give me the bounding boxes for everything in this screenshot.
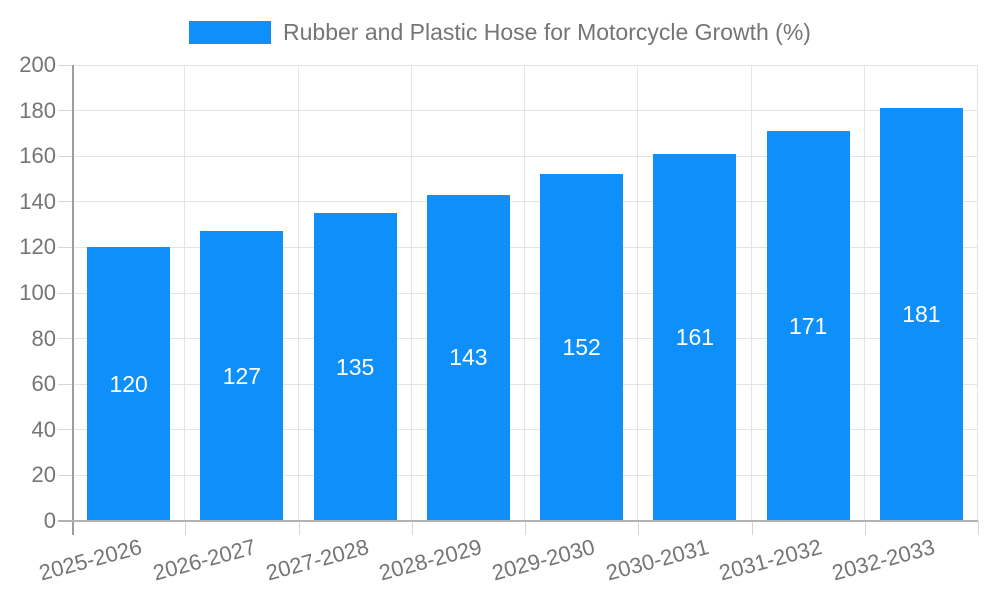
x-gridline bbox=[524, 65, 525, 521]
bar-value-label: 135 bbox=[335, 353, 375, 380]
y-axis-label: 100 bbox=[19, 280, 56, 305]
x-tick bbox=[411, 521, 413, 535]
y-tick bbox=[58, 64, 72, 66]
y-gridline bbox=[72, 155, 978, 157]
y-axis-label: 160 bbox=[19, 143, 56, 169]
bar-value-label: 181 bbox=[902, 301, 941, 328]
bar-value-label: 152 bbox=[562, 334, 601, 361]
x-axis-label: 2027-2028 bbox=[263, 534, 372, 586]
x-axis-label: 2026-2027 bbox=[149, 534, 259, 586]
x-axis-label: 2028-2029 bbox=[376, 534, 485, 586]
y-axis-label: 40 bbox=[31, 416, 56, 442]
y-gridline bbox=[72, 246, 978, 248]
x-axis-label: 2032-2033 bbox=[829, 534, 938, 586]
x-gridline bbox=[750, 65, 752, 521]
bar-2031-2032[interactable]: 171 bbox=[766, 131, 850, 521]
y-axis-label: 60 bbox=[31, 371, 56, 397]
x-axis-line bbox=[58, 520, 978, 522]
y-tick bbox=[58, 246, 72, 248]
x-gridline bbox=[297, 65, 299, 521]
bar-2025-2026[interactable]: 120 bbox=[87, 247, 171, 521]
bar-value-label: 161 bbox=[675, 323, 715, 350]
y-tick bbox=[58, 474, 72, 476]
x-gridline bbox=[977, 65, 978, 521]
y-gridline bbox=[72, 429, 978, 431]
y-gridline bbox=[72, 64, 978, 66]
x-tick bbox=[185, 521, 187, 535]
y-tick bbox=[58, 110, 72, 112]
x-axis-label: 2031-2032 bbox=[716, 534, 825, 586]
legend: Rubber and Plastic Hose for Motorcycle G… bbox=[0, 19, 1000, 45]
x-gridline bbox=[637, 65, 639, 521]
y-gridline bbox=[72, 110, 978, 112]
bar-2028-2029[interactable]: 143 bbox=[426, 194, 510, 521]
y-gridline bbox=[72, 338, 978, 340]
bar-value-label: 143 bbox=[449, 344, 488, 371]
bar-2027-2028[interactable]: 135 bbox=[313, 213, 397, 521]
x-axis-label: 2025-2026 bbox=[36, 534, 145, 586]
x-gridline bbox=[410, 65, 412, 521]
y-axis-label: 120 bbox=[19, 234, 56, 260]
y-axis-label: 180 bbox=[19, 97, 56, 123]
y-tick bbox=[58, 292, 72, 294]
y-tick bbox=[58, 338, 72, 340]
bar-2032-2033[interactable]: 181 bbox=[879, 108, 963, 521]
legend-swatch bbox=[189, 20, 272, 44]
x-axis-label: 2030-2031 bbox=[602, 534, 712, 586]
bar-value-label: 127 bbox=[222, 362, 262, 389]
y-axis-label: 140 bbox=[19, 188, 56, 214]
bar-2030-2031[interactable]: 161 bbox=[653, 153, 737, 521]
y-gridline bbox=[72, 292, 978, 294]
x-axis-label: 2029-2030 bbox=[489, 534, 598, 586]
x-tick bbox=[525, 521, 526, 535]
y-tick bbox=[58, 383, 72, 385]
bar-value-label: 120 bbox=[109, 370, 148, 397]
y-gridline bbox=[72, 383, 978, 385]
y-tick bbox=[58, 429, 72, 431]
y-axis-label: 0 bbox=[43, 508, 56, 533]
legend-item[interactable]: Rubber and Plastic Hose for Motorcycle G… bbox=[189, 19, 811, 45]
x-gridline bbox=[863, 65, 865, 521]
y-tick bbox=[58, 201, 72, 203]
x-tick bbox=[978, 521, 979, 535]
y-axis-line bbox=[72, 65, 74, 535]
bar-2029-2030[interactable]: 152 bbox=[540, 174, 624, 521]
y-axis-label: 200 bbox=[19, 52, 56, 77]
legend-label: Rubber and Plastic Hose for Motorcycle G… bbox=[283, 19, 811, 45]
x-tick bbox=[751, 521, 753, 535]
bar-2026-2027[interactable]: 127 bbox=[200, 231, 284, 521]
x-gridline bbox=[184, 65, 186, 521]
y-axis-label: 20 bbox=[31, 462, 56, 488]
x-tick bbox=[298, 521, 300, 535]
x-tick bbox=[864, 521, 866, 535]
bar-value-label: 171 bbox=[788, 312, 828, 339]
plot-area: 120 127 135 143 152 161 171 181 bbox=[72, 64, 978, 521]
y-axis-label: 80 bbox=[31, 325, 56, 351]
y-gridline bbox=[72, 201, 978, 203]
y-tick bbox=[58, 155, 72, 157]
x-tick bbox=[638, 521, 640, 535]
y-gridline bbox=[72, 474, 978, 476]
